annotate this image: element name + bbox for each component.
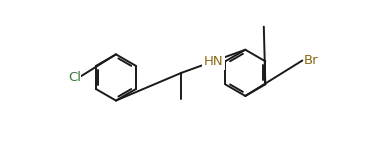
Text: HN: HN [203,55,223,68]
Text: Cl: Cl [68,71,81,84]
Text: Br: Br [304,54,318,67]
